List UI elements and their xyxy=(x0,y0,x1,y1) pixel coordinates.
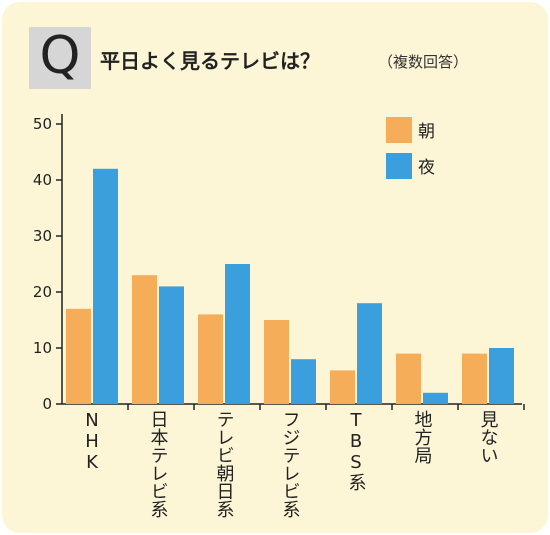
y-tick-label: 30 xyxy=(33,227,52,245)
bar-morning-2 xyxy=(198,314,223,404)
question-mark-letter: Q xyxy=(39,26,81,86)
bar-morning-5 xyxy=(396,353,421,404)
bars xyxy=(66,168,514,404)
bar-night-0 xyxy=(93,168,118,404)
legend-label-1: 夜 xyxy=(418,158,435,178)
question-badge: Q xyxy=(29,27,91,89)
y-tick-label: 0 xyxy=(42,395,52,413)
y-tick-label: 50 xyxy=(33,115,52,133)
category-label-3: フジテレビ系 xyxy=(280,410,301,518)
bar-morning-3 xyxy=(264,320,289,404)
chart-title: 平日よく見るテレビは？ xyxy=(100,49,320,73)
bar-night-6 xyxy=(489,348,514,404)
category-label-0: NHK xyxy=(82,410,103,473)
category-label-4: TBS系 xyxy=(346,410,367,491)
category-label-5: 地方局 xyxy=(412,410,433,465)
bar-morning-6 xyxy=(462,353,487,404)
legend-label-0: 朝 xyxy=(418,122,435,142)
y-tick-label: 10 xyxy=(33,339,52,357)
bar-night-5 xyxy=(423,392,448,404)
bar-night-2 xyxy=(225,264,250,404)
bar-night-1 xyxy=(159,286,184,404)
y-tick-label: 40 xyxy=(33,171,52,189)
chart-subtitle: （複数回答） xyxy=(378,53,469,71)
legend-swatch-1 xyxy=(386,153,412,179)
bar-night-3 xyxy=(291,359,316,404)
category-label-6: 見ない xyxy=(478,410,499,464)
category-labels: NHK 日本テレビ系 テレビ朝日系 フジテレビ系 TBS系 地方局 見ない xyxy=(82,410,499,518)
legend-swatch-0 xyxy=(386,117,412,143)
category-label-1: 日本テレビ系 xyxy=(148,410,169,518)
bar-morning-0 xyxy=(66,308,91,404)
bar-night-4 xyxy=(357,303,382,404)
category-label-2: テレビ朝日系 xyxy=(214,410,235,518)
bar-morning-1 xyxy=(132,275,157,404)
y-tick-label: 20 xyxy=(33,283,52,301)
legend: 朝夜 xyxy=(386,117,435,179)
bar-morning-4 xyxy=(330,370,355,404)
